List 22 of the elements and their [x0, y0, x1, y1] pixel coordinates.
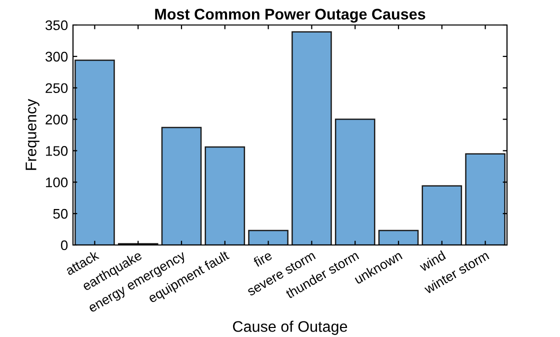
y-tick-label: 0	[60, 240, 68, 250]
chart-title: Most Common Power Outage Causes	[155, 8, 426, 23]
bar	[422, 185, 462, 245]
bar	[465, 153, 506, 245]
y-tick-label: 150	[46, 146, 68, 156]
y-axis-title: Frequency	[26, 98, 40, 170]
bar	[204, 146, 246, 245]
bar	[161, 126, 202, 245]
bar	[378, 230, 419, 245]
bar	[248, 230, 288, 245]
y-tick-label: 200	[46, 114, 68, 124]
y-tick-label: 100	[46, 177, 68, 188]
bar	[334, 118, 376, 245]
bar	[74, 60, 115, 245]
y-tick-label: 300	[46, 52, 68, 62]
y-tick-label: 350	[46, 20, 68, 30]
bar	[292, 31, 332, 245]
x-tick-label: fire	[252, 250, 273, 268]
y-tick-label: 250	[46, 83, 68, 94]
x-axis-title: Cause of Outage	[233, 320, 348, 335]
y-tick-label: 50	[53, 208, 68, 219]
x-tick-label: wind	[418, 250, 446, 272]
